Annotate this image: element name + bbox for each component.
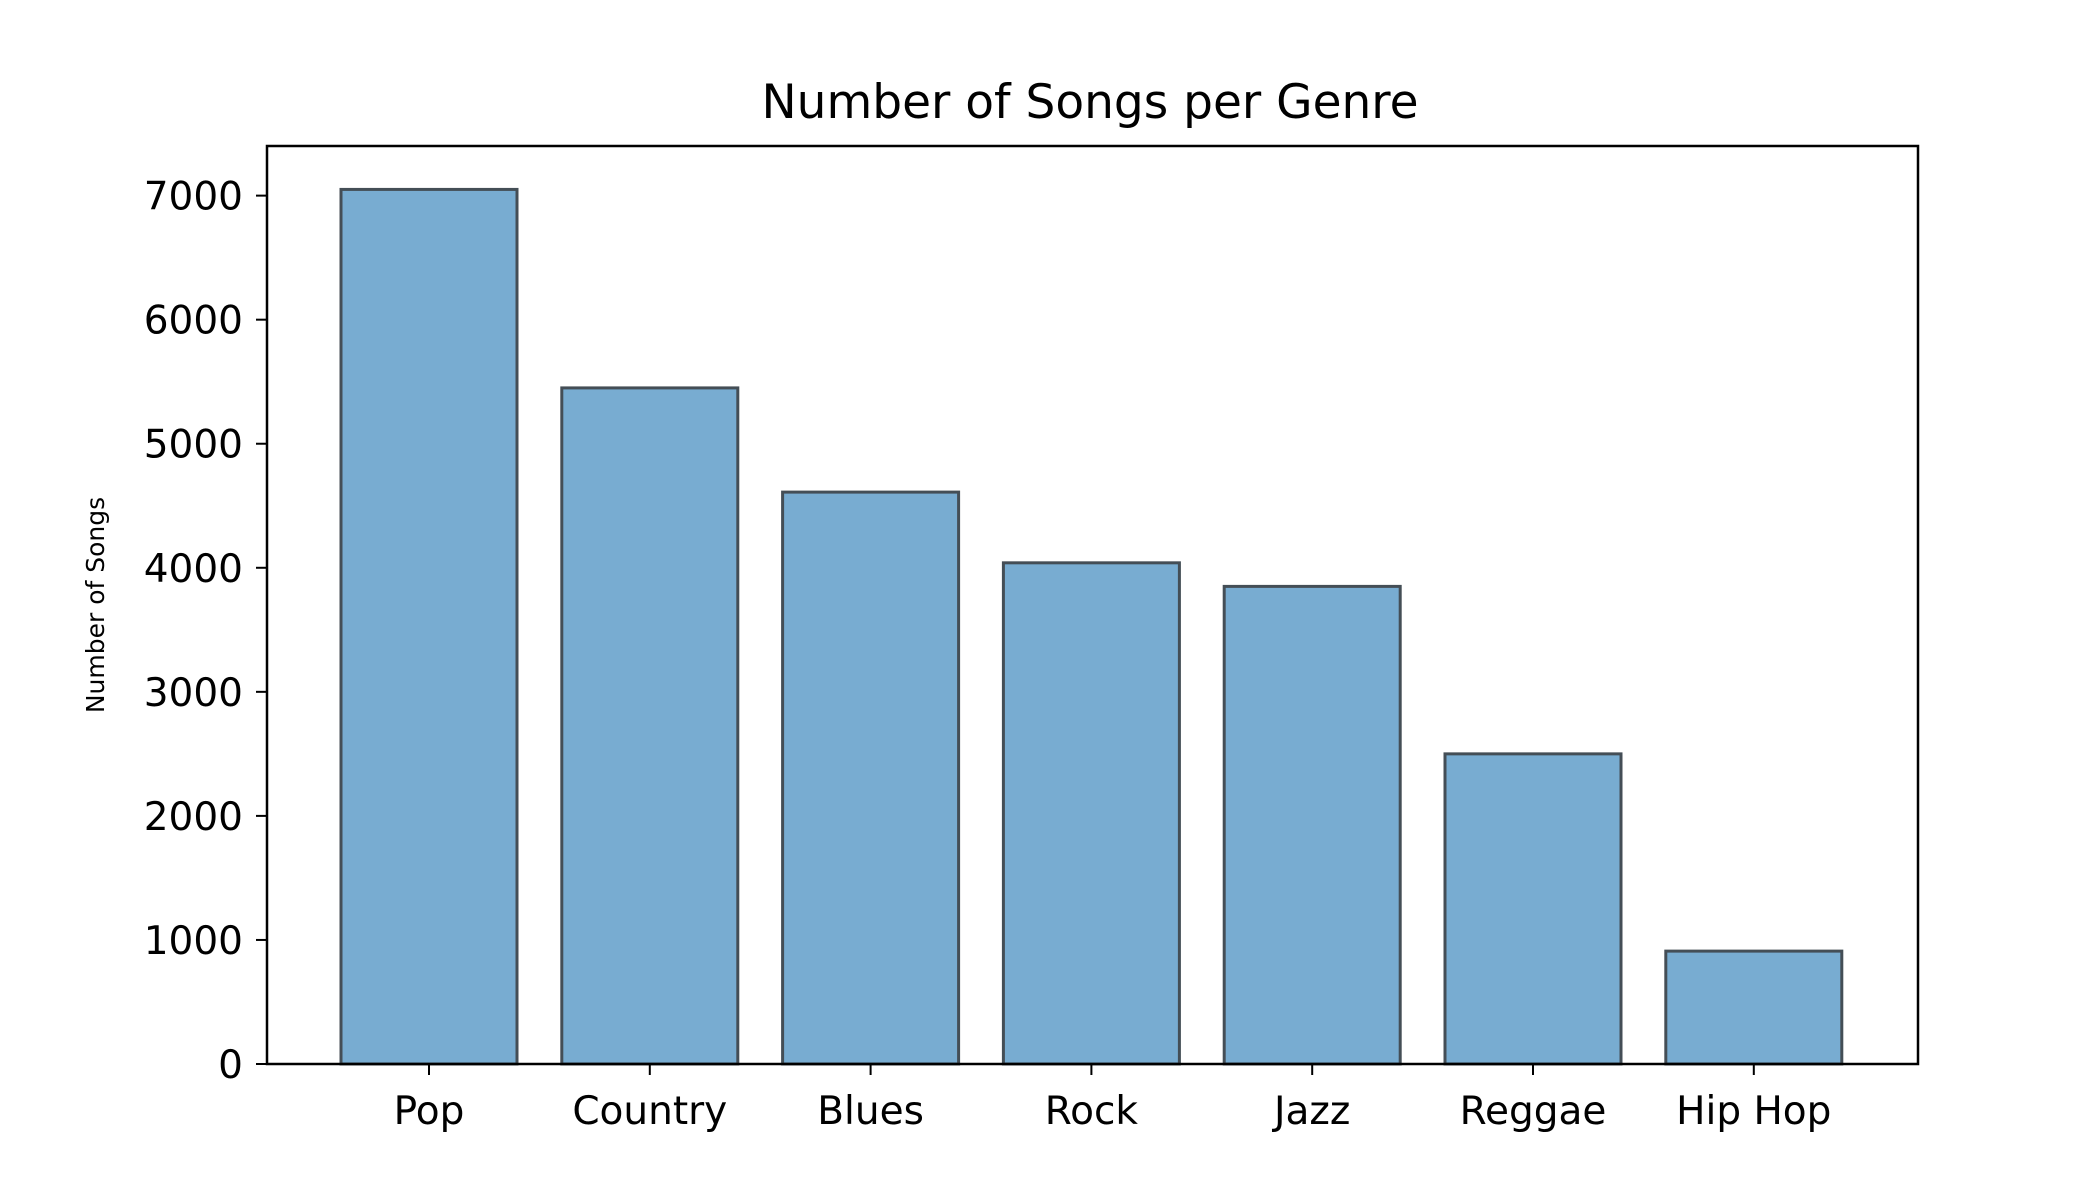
x-tick-label: Hip Hop	[1676, 1089, 1831, 1134]
bar-blues	[781, 490, 961, 1066]
bar-reggae	[1443, 752, 1623, 1066]
bar-hip-hop	[1664, 949, 1844, 1066]
bars-group	[339, 187, 1844, 1066]
y-tick-label: 2000	[144, 795, 243, 840]
bar-rock	[1001, 561, 1181, 1066]
x-tick-label: Pop	[394, 1089, 465, 1134]
y-axis-label: Number of Songs	[81, 497, 110, 713]
y-tick-label: 6000	[144, 299, 243, 344]
x-tick-label: Jazz	[1271, 1089, 1350, 1134]
x-tick-label: Country	[572, 1089, 727, 1134]
chart-title: Number of Songs per Genre	[762, 75, 1419, 130]
x-axis-ticks: Pop Country Blues Rock Jazz Reggae Hip Hop	[394, 1064, 1831, 1134]
y-tick-label: 4000	[144, 547, 243, 592]
y-tick-label: 1000	[144, 919, 243, 964]
x-tick-label: Blues	[817, 1089, 924, 1134]
y-axis-ticks: 0 1000 2000 3000 4000 5000 6000 7000	[144, 175, 267, 1088]
bar-pop	[339, 187, 519, 1066]
y-tick-label: 0	[218, 1043, 243, 1088]
plot-area-frame	[265, 144, 1920, 1066]
y-tick-label: 5000	[144, 423, 243, 468]
bar-jazz	[1222, 584, 1402, 1066]
x-tick-label: Rock	[1045, 1089, 1139, 1134]
bar-country	[560, 386, 740, 1066]
y-tick-label: 3000	[144, 671, 243, 716]
y-tick-label: 7000	[144, 175, 243, 220]
x-tick-label: Reggae	[1460, 1089, 1607, 1134]
